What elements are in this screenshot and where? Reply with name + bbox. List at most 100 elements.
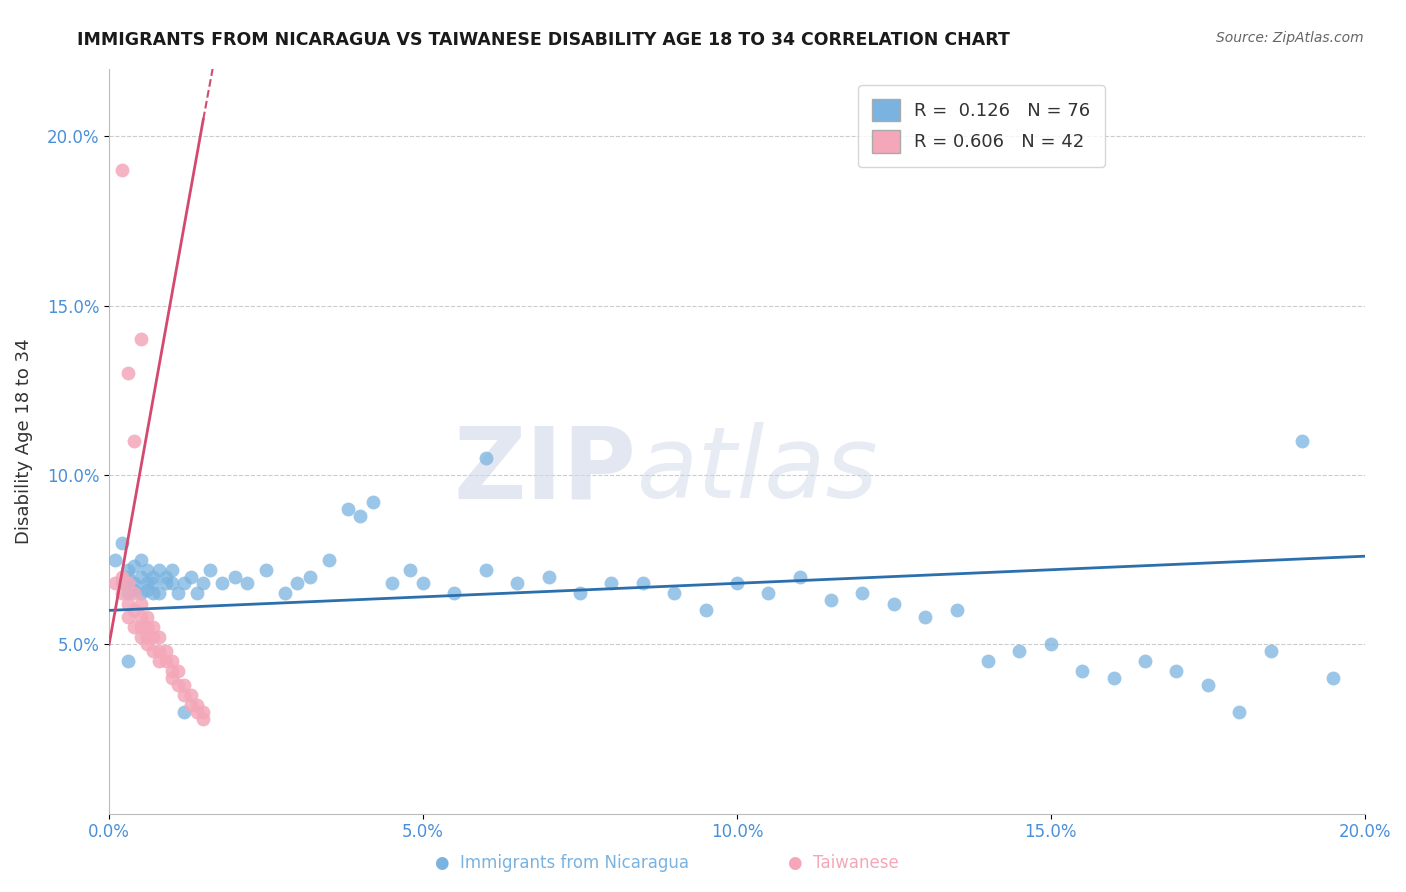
Point <box>193 705 215 719</box>
Point <box>662 586 685 600</box>
Point <box>135 620 157 634</box>
Point <box>117 586 139 600</box>
Point <box>977 654 1000 668</box>
Point <box>173 576 195 591</box>
Point <box>167 678 190 692</box>
Point <box>117 569 139 583</box>
Point <box>475 563 498 577</box>
Point <box>142 569 165 583</box>
Point <box>198 563 221 577</box>
Point <box>148 654 170 668</box>
Point <box>129 610 152 624</box>
Point <box>399 563 422 577</box>
Point <box>122 576 145 591</box>
Point <box>186 586 208 600</box>
Point <box>193 576 215 591</box>
Point <box>1260 644 1282 658</box>
Point <box>506 576 529 591</box>
Point <box>117 610 139 624</box>
Point <box>173 705 195 719</box>
Point <box>148 631 170 645</box>
Point <box>789 569 811 583</box>
Point <box>122 603 145 617</box>
Point <box>129 333 152 347</box>
Point <box>254 563 277 577</box>
Point <box>193 712 215 726</box>
Point <box>135 576 157 591</box>
Point <box>361 495 384 509</box>
Point <box>443 586 465 600</box>
Point <box>211 576 233 591</box>
Point <box>1291 434 1313 448</box>
Point <box>349 508 371 523</box>
Point <box>104 552 127 566</box>
Point <box>298 569 321 583</box>
Point <box>756 586 779 600</box>
Point <box>945 603 967 617</box>
Point <box>129 631 152 645</box>
Point <box>600 576 623 591</box>
Point <box>883 597 905 611</box>
Point <box>129 620 152 634</box>
Point <box>381 576 404 591</box>
Point <box>851 586 873 600</box>
Point <box>224 569 246 583</box>
Point <box>155 569 177 583</box>
Point <box>1322 671 1344 685</box>
Text: ZIP: ZIP <box>454 423 637 519</box>
Point <box>914 610 936 624</box>
Point <box>135 631 157 645</box>
Point <box>1227 705 1250 719</box>
Point <box>155 654 177 668</box>
Point <box>148 586 170 600</box>
Point <box>111 586 134 600</box>
Point <box>129 597 152 611</box>
Point <box>135 637 157 651</box>
Point <box>155 576 177 591</box>
Point <box>695 603 717 617</box>
Point <box>142 644 165 658</box>
Point <box>122 620 145 634</box>
Point <box>160 654 183 668</box>
Point <box>274 586 297 600</box>
Point <box>117 597 139 611</box>
Text: ●  Taiwanese: ● Taiwanese <box>789 855 898 872</box>
Point <box>1133 654 1156 668</box>
Point <box>122 586 145 600</box>
Text: Source: ZipAtlas.com: Source: ZipAtlas.com <box>1216 31 1364 45</box>
Point <box>180 688 202 702</box>
Point <box>122 559 145 574</box>
Point <box>537 569 560 583</box>
Legend: R =  0.126   N = 76, R = 0.606   N = 42: R = 0.126 N = 76, R = 0.606 N = 42 <box>858 85 1105 167</box>
Point <box>142 576 165 591</box>
Point <box>129 552 152 566</box>
Point <box>412 576 434 591</box>
Point <box>1039 637 1062 651</box>
Point <box>142 631 165 645</box>
Point <box>142 620 165 634</box>
Point <box>117 576 139 591</box>
Point <box>173 688 195 702</box>
Point <box>142 586 165 600</box>
Point <box>129 569 152 583</box>
Point <box>1008 644 1031 658</box>
Point <box>111 535 134 549</box>
Point <box>820 593 842 607</box>
Point <box>129 586 152 600</box>
Point <box>117 654 139 668</box>
Point <box>160 671 183 685</box>
Point <box>148 563 170 577</box>
Text: atlas: atlas <box>637 423 879 519</box>
Point <box>135 563 157 577</box>
Point <box>336 501 359 516</box>
Text: ●  Immigrants from Nicaragua: ● Immigrants from Nicaragua <box>436 855 689 872</box>
Point <box>186 705 208 719</box>
Point <box>135 610 157 624</box>
Point <box>111 569 134 583</box>
Point <box>631 576 654 591</box>
Point <box>173 678 195 692</box>
Point <box>167 586 190 600</box>
Point <box>160 576 183 591</box>
Text: IMMIGRANTS FROM NICARAGUA VS TAIWANESE DISABILITY AGE 18 TO 34 CORRELATION CHART: IMMIGRANTS FROM NICARAGUA VS TAIWANESE D… <box>77 31 1010 49</box>
Point <box>569 586 592 600</box>
